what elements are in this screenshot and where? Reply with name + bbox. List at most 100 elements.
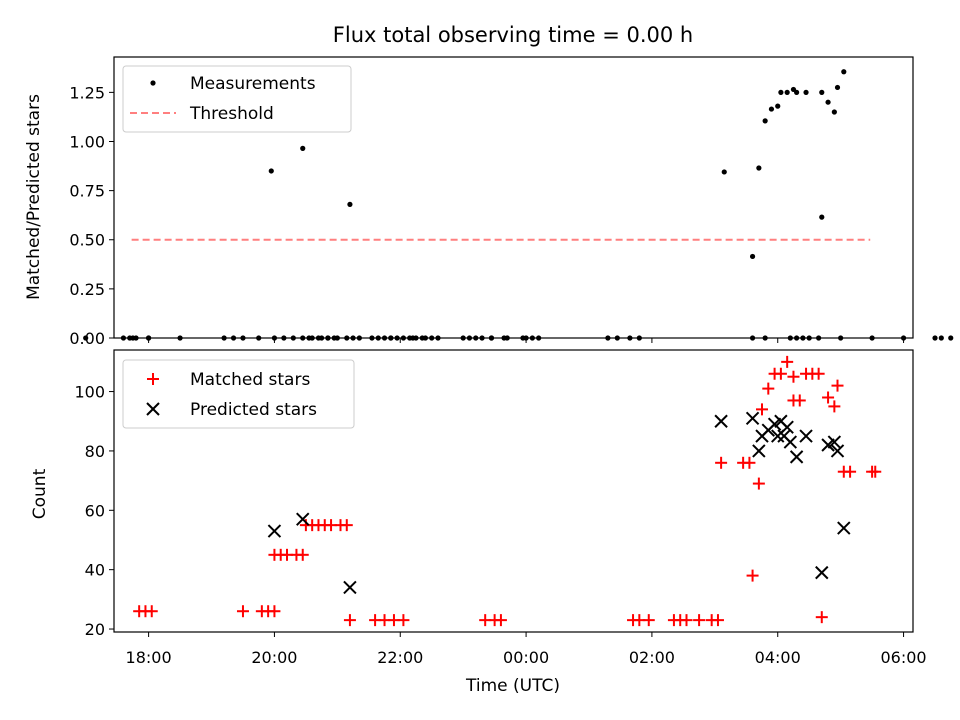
measurement-point <box>932 335 938 341</box>
count-x-tick-label: 22:00 <box>377 648 423 667</box>
predicted-star-point <box>789 450 804 464</box>
predicted-star-point <box>783 435 798 449</box>
predicted-star-point <box>815 565 829 580</box>
matched-star-point <box>869 465 882 478</box>
count-x-tick-label: 00:00 <box>503 648 549 667</box>
chart-title: Flux total observing time = 0.00 h <box>333 23 693 47</box>
predicted-star-point <box>799 429 813 443</box>
ratio-marks <box>83 69 954 341</box>
count-x-tick-label: 20:00 <box>251 648 297 667</box>
count-x-tick-label: 18:00 <box>126 648 172 667</box>
legend-measurements-label: Measurements <box>190 74 316 94</box>
count-y-tick-label: 100 <box>74 383 105 402</box>
predicted-star-point <box>267 524 282 538</box>
matched-star-point <box>693 614 706 627</box>
measurement-point <box>768 106 775 112</box>
count-marks <box>133 355 882 627</box>
matched-star-point <box>762 382 775 395</box>
predicted-star-point <box>830 444 845 458</box>
matched-star-point <box>236 605 249 618</box>
matched-star-point <box>296 548 309 561</box>
ratio-panel: 0.000.250.500.751.001.25 Matched/Predict… <box>24 56 954 348</box>
matched-star-point <box>787 370 800 383</box>
matched-star-point <box>397 614 410 627</box>
measurement-point <box>841 69 847 75</box>
predicted-star-point <box>837 521 851 535</box>
ratio-y-tick-label: 0.25 <box>69 280 105 299</box>
matched-star-point <box>642 614 655 627</box>
measurement-point <box>83 335 89 341</box>
measurement-point <box>347 201 353 207</box>
measurement-point <box>948 335 954 341</box>
ratio-y-tick-label: 0.50 <box>69 231 105 250</box>
count-y-tick-label: 40 <box>85 561 105 580</box>
ratio-y-axis-label: Matched/Predicted stars <box>24 94 44 300</box>
matched-star-point <box>844 465 857 478</box>
measurement-point <box>268 168 274 174</box>
count-x-tick-label: 06:00 <box>881 648 927 667</box>
predicted-star-point <box>343 580 357 595</box>
matched-star-point <box>774 367 787 380</box>
measurement-point <box>762 118 768 124</box>
matched-star-point <box>752 477 765 490</box>
measurement-point <box>834 84 841 91</box>
measurement-point <box>756 165 762 171</box>
matched-star-point <box>831 379 844 392</box>
matched-star-point <box>340 519 353 532</box>
legend-threshold-label: Threshold <box>189 104 274 124</box>
count-panel: 20 40 60 80 100 18:00 20:00 22:00 00:00 02:00 04:0… <box>30 349 927 696</box>
matched-star-point <box>746 569 759 582</box>
ratio-ticks: 0.000.250.500.751.001.25 <box>69 83 905 348</box>
ratio-y-tick-label: 1.00 <box>69 132 105 151</box>
legend-matched-marker <box>147 373 159 385</box>
count-x-tick-label: 02:00 <box>629 648 675 667</box>
matched-star-point <box>711 614 724 627</box>
matched-star-point <box>343 614 356 627</box>
measurement-point <box>784 89 790 95</box>
count-y-tick-label: 80 <box>85 442 105 461</box>
count-axes-frame <box>113 349 914 633</box>
measurement-point <box>721 169 727 175</box>
matched-star-point <box>793 394 806 407</box>
predicted-star-point <box>780 420 794 434</box>
count-ticks: 20 40 60 80 100 18:00 20:00 22:00 00:00 02:00 04:0… <box>74 383 926 667</box>
count-legend-frame <box>122 359 355 429</box>
measurement-point <box>300 145 306 151</box>
matched-star-point <box>494 614 507 627</box>
legend-predicted-label: Predicted stars <box>190 400 317 420</box>
measurement-point <box>819 214 825 220</box>
predicted-star-point <box>827 435 842 449</box>
legend-measurements-marker <box>150 80 156 86</box>
ratio-axes-frame <box>113 56 914 339</box>
count-y-axis-label: Count <box>30 468 50 519</box>
matched-star-point <box>145 605 158 618</box>
measurement-point <box>938 335 944 341</box>
predicted-star-point <box>714 414 728 428</box>
measurement-point <box>819 89 825 95</box>
matched-star-point <box>715 456 728 469</box>
legend-predicted-marker <box>146 402 160 416</box>
ratio-legend-frame <box>122 65 352 133</box>
matched-star-point <box>812 367 825 380</box>
matched-star-point <box>268 605 281 618</box>
matched-star-point <box>756 403 769 416</box>
matched-star-point <box>828 400 841 413</box>
measurement-point <box>775 103 781 109</box>
measurement-point <box>749 253 756 260</box>
predicted-star-point <box>745 411 760 425</box>
measurement-point <box>778 89 784 95</box>
ratio-y-tick-label: 0.75 <box>69 182 105 201</box>
count-y-tick-label: 60 <box>85 501 105 520</box>
measurement-point <box>831 109 837 115</box>
legend-matched-label: Matched stars <box>190 370 310 390</box>
matched-star-point <box>781 355 794 368</box>
matched-star-point <box>743 456 756 469</box>
matched-star-point <box>822 391 835 404</box>
matched-star-point <box>815 611 828 624</box>
ratio-y-tick-label: 1.25 <box>69 83 105 102</box>
measurement-point <box>803 89 809 95</box>
ratio-legend: Measurements Threshold <box>122 65 352 133</box>
count-y-tick-label: 20 <box>85 620 105 639</box>
predicted-star-point <box>752 444 766 458</box>
